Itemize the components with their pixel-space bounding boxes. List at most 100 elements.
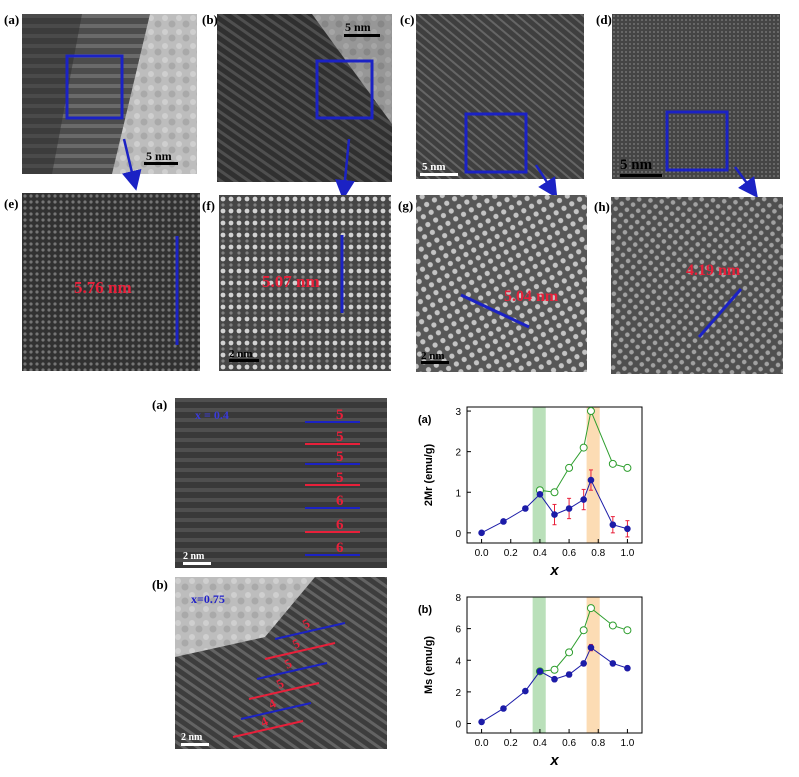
measure-text: 5.07 nm	[262, 272, 320, 291]
data-point	[565, 648, 574, 657]
highlight-band	[532, 407, 546, 543]
zoom-image-e: 5.76 nm	[22, 193, 200, 371]
panel-label-a: (a)	[4, 12, 20, 27]
scale-bar-text: 5 nm	[620, 157, 653, 173]
layer-count: 6	[336, 540, 344, 556]
plot-frame	[466, 596, 643, 734]
x-tick-label: 0.8	[591, 548, 605, 559]
tem-image-a: 5 nm	[22, 14, 197, 174]
zoom-image-g: 5.04 nm 2 nm	[416, 195, 587, 372]
data-point	[550, 488, 559, 497]
data-point	[565, 505, 573, 512]
highlight-band	[586, 407, 600, 543]
panel-label-b: (b)	[202, 12, 218, 27]
layer-count: 6	[336, 493, 344, 509]
x-axis-label: x	[549, 562, 559, 577]
x-tick-label: 0.4	[533, 548, 547, 559]
x-tick-label: 0.2	[504, 738, 518, 749]
zoom-image-f: 5.07 nm 2 nm	[219, 195, 391, 371]
measure-text: 5.04 nm	[504, 288, 559, 305]
data-point	[609, 660, 617, 667]
data-point	[587, 644, 595, 651]
scale-bar-text: 2 nm	[183, 551, 205, 562]
x-tick-label: 0.0	[475, 738, 489, 749]
tem-image-b: 5 nm	[217, 14, 392, 182]
tem-image-c: 5 nm	[416, 14, 584, 179]
y-tick-label: 8	[455, 593, 461, 604]
selection-box	[464, 112, 528, 174]
scale-bar-text: 2 nm	[181, 732, 203, 743]
layer-line	[248, 682, 320, 700]
data-point	[624, 525, 631, 533]
data-point	[609, 521, 617, 529]
series-line	[481, 478, 628, 534]
data-point	[580, 660, 587, 667]
highlight-band	[532, 597, 546, 733]
y-tick-label: 4	[455, 656, 461, 667]
x-tick-label: 1.0	[620, 738, 634, 749]
tem-image-d: 5 nm	[612, 14, 780, 179]
measure-text: 4.19 nm	[686, 262, 741, 279]
data-point	[500, 705, 507, 712]
x-tick-label: 0.6	[562, 738, 576, 749]
scale-bar-text: 2 nm	[421, 350, 445, 362]
highlight-band	[586, 597, 600, 733]
layer-line	[256, 662, 328, 680]
layer-count: 6	[336, 517, 344, 533]
data-point	[536, 490, 544, 498]
stem-image-x04: 5 5 5 5 6 6 6 x = 0.4 2 nm	[175, 398, 387, 568]
panel-label-h: (h)	[594, 199, 610, 214]
panel-label-stem-a: (a)	[152, 397, 168, 412]
panel-label-d: (d)	[596, 12, 612, 27]
data-point	[522, 505, 529, 512]
y-axis-label: Ms (emu/g)	[423, 636, 435, 694]
scale-bar-text: 5 nm	[422, 161, 446, 173]
data-point	[565, 671, 573, 678]
scale-bar-text: 5 nm	[345, 20, 371, 34]
x-tick-label: 0.4	[533, 738, 547, 749]
panel-label-stem-b: (b)	[152, 577, 168, 592]
chart-ms: 0.0 0.2 0.4 0.6 0.8 1.0 0 2 4 6 8 x Ms (emu/g) (b)	[410, 585, 660, 767]
series-line	[481, 646, 628, 723]
panel-label-c: (c)	[400, 12, 415, 27]
panel-label-g: (g)	[398, 198, 414, 213]
data-point	[536, 668, 544, 675]
measure-text: 5.76 nm	[74, 278, 132, 297]
panel-label-e: (e)	[4, 196, 19, 211]
data-point	[586, 604, 595, 613]
y-tick-label: 2	[455, 448, 461, 459]
layer-count: 5	[336, 429, 344, 445]
data-point	[580, 496, 587, 503]
chart-panel-label: (a)	[418, 414, 432, 426]
x-tick-label: 1.0	[620, 548, 634, 559]
data-point	[623, 626, 632, 635]
data-point	[624, 664, 631, 672]
selection-box	[315, 59, 374, 120]
data-point	[551, 511, 558, 518]
data-point	[623, 463, 632, 472]
x-tick-label: 0.0	[475, 548, 489, 559]
layer-line	[274, 622, 346, 640]
y-tick-label: 1	[455, 488, 461, 499]
composition-text: x=0.75	[191, 592, 225, 606]
chart-2mr: 0.0 0.2 0.4 0.6 0.8 1.0 0 1 2 3 x 2Mr (emu/g) (a)	[410, 395, 660, 577]
panel-label-f: (f)	[202, 198, 215, 213]
layer-line	[232, 720, 304, 738]
layer-annotations: 5 5 5 5 6 6 6	[305, 407, 360, 556]
scale-bar-text: 5 nm	[146, 149, 172, 163]
y-axis-label: 2Mr (emu/g)	[423, 443, 435, 506]
data-point	[586, 407, 595, 416]
data-point	[550, 665, 559, 674]
y-tick-label: 0	[455, 529, 461, 540]
data-point	[478, 718, 485, 726]
data-point	[587, 476, 595, 484]
chart-panel-label: (b)	[418, 604, 432, 616]
selection-box	[665, 110, 729, 172]
data-point	[522, 687, 529, 695]
zoom-image-h: 4.19 nm	[611, 197, 783, 374]
x-tick-label: 0.2	[504, 548, 518, 559]
y-tick-label: 0	[455, 720, 461, 731]
plot-frame	[466, 406, 643, 544]
selection-box	[65, 54, 124, 120]
data-point	[579, 443, 588, 452]
